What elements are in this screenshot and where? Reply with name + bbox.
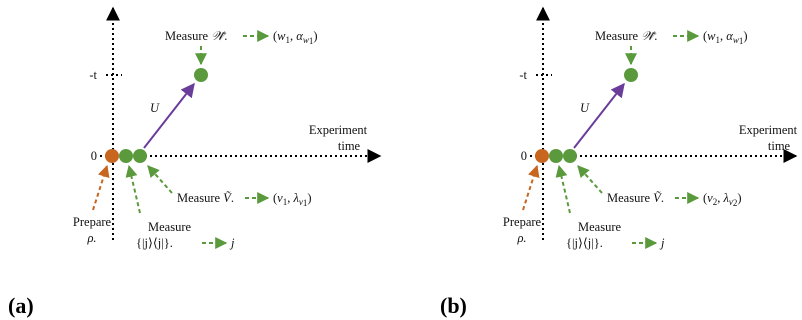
measure-w-result: (w1, αw1): [703, 29, 748, 46]
measure-proj-result: j: [659, 236, 665, 250]
prepare-line2: ρ.: [516, 231, 526, 245]
w-measure-dot: [624, 68, 638, 82]
unitary-label: U: [580, 101, 590, 115]
measure-proj-line2: {|j⟩⟨j|}.: [566, 236, 603, 250]
measure-w-result: (w1, αw1): [273, 29, 318, 46]
prepare-line1: Prepare: [73, 215, 112, 229]
measure-proj-line2: {|j⟩⟨j|}.: [136, 236, 173, 250]
w-measure-dot: [194, 68, 208, 82]
measure-v-pointer-arrow: [577, 165, 603, 194]
measure-proj-pointer-arrow: [555, 164, 571, 214]
measure-v-label: Measure Ṽ.: [607, 191, 664, 205]
prepare-pointer-arrow: [92, 164, 110, 211]
prepare-state-dot: [105, 149, 119, 163]
projective-measure-dot: [119, 149, 133, 163]
unitary-arrow: [143, 82, 195, 149]
panel-a-letter: (a): [8, 293, 34, 318]
measure-v-pointer-arrow: [147, 165, 173, 194]
measure-v-result: (v1, λv1): [273, 191, 312, 208]
prepare-line2: ρ.: [86, 231, 96, 245]
time-axis-label-line2: time: [768, 139, 791, 153]
measure-proj-pointer-arrow: [125, 164, 141, 214]
time-axis-label-line1: Experiment: [739, 123, 798, 137]
measure-w-label: Measure 𝒲̃.: [595, 29, 657, 43]
time-axis-label-line2: time: [338, 139, 361, 153]
measure-proj-line1: Measure: [578, 220, 621, 234]
zero-label: 0: [521, 149, 527, 163]
measure-v-label: Measure Ṽ.: [177, 191, 234, 205]
panel-b: -t 0 Experiment time U Measure 𝒲̃. (w1, …: [440, 6, 798, 318]
minus-t-label: -t: [89, 68, 97, 82]
measure-proj-result: j: [229, 236, 235, 250]
unitary-arrow: [573, 82, 625, 149]
prepare-line1: Prepare: [503, 215, 542, 229]
panel-a: -t 0 Experiment time U Measure 𝒲̃. (w1, …: [8, 6, 382, 318]
measure-v-result: (v2, λv2): [703, 191, 742, 208]
prepare-pointer-arrow: [522, 164, 540, 211]
measure-proj-line1: Measure: [148, 220, 191, 234]
unitary-label: U: [150, 101, 160, 115]
panel-b-letter: (b): [440, 293, 467, 318]
v-measure-dot: [563, 149, 577, 163]
prepare-state-dot: [535, 149, 549, 163]
v-measure-dot: [133, 149, 147, 163]
measure-w-label: Measure 𝒲̃.: [165, 29, 227, 43]
zero-label: 0: [91, 149, 97, 163]
minus-t-label: -t: [519, 68, 527, 82]
time-axis-label-line1: Experiment: [309, 123, 368, 137]
projective-measure-dot: [549, 149, 563, 163]
